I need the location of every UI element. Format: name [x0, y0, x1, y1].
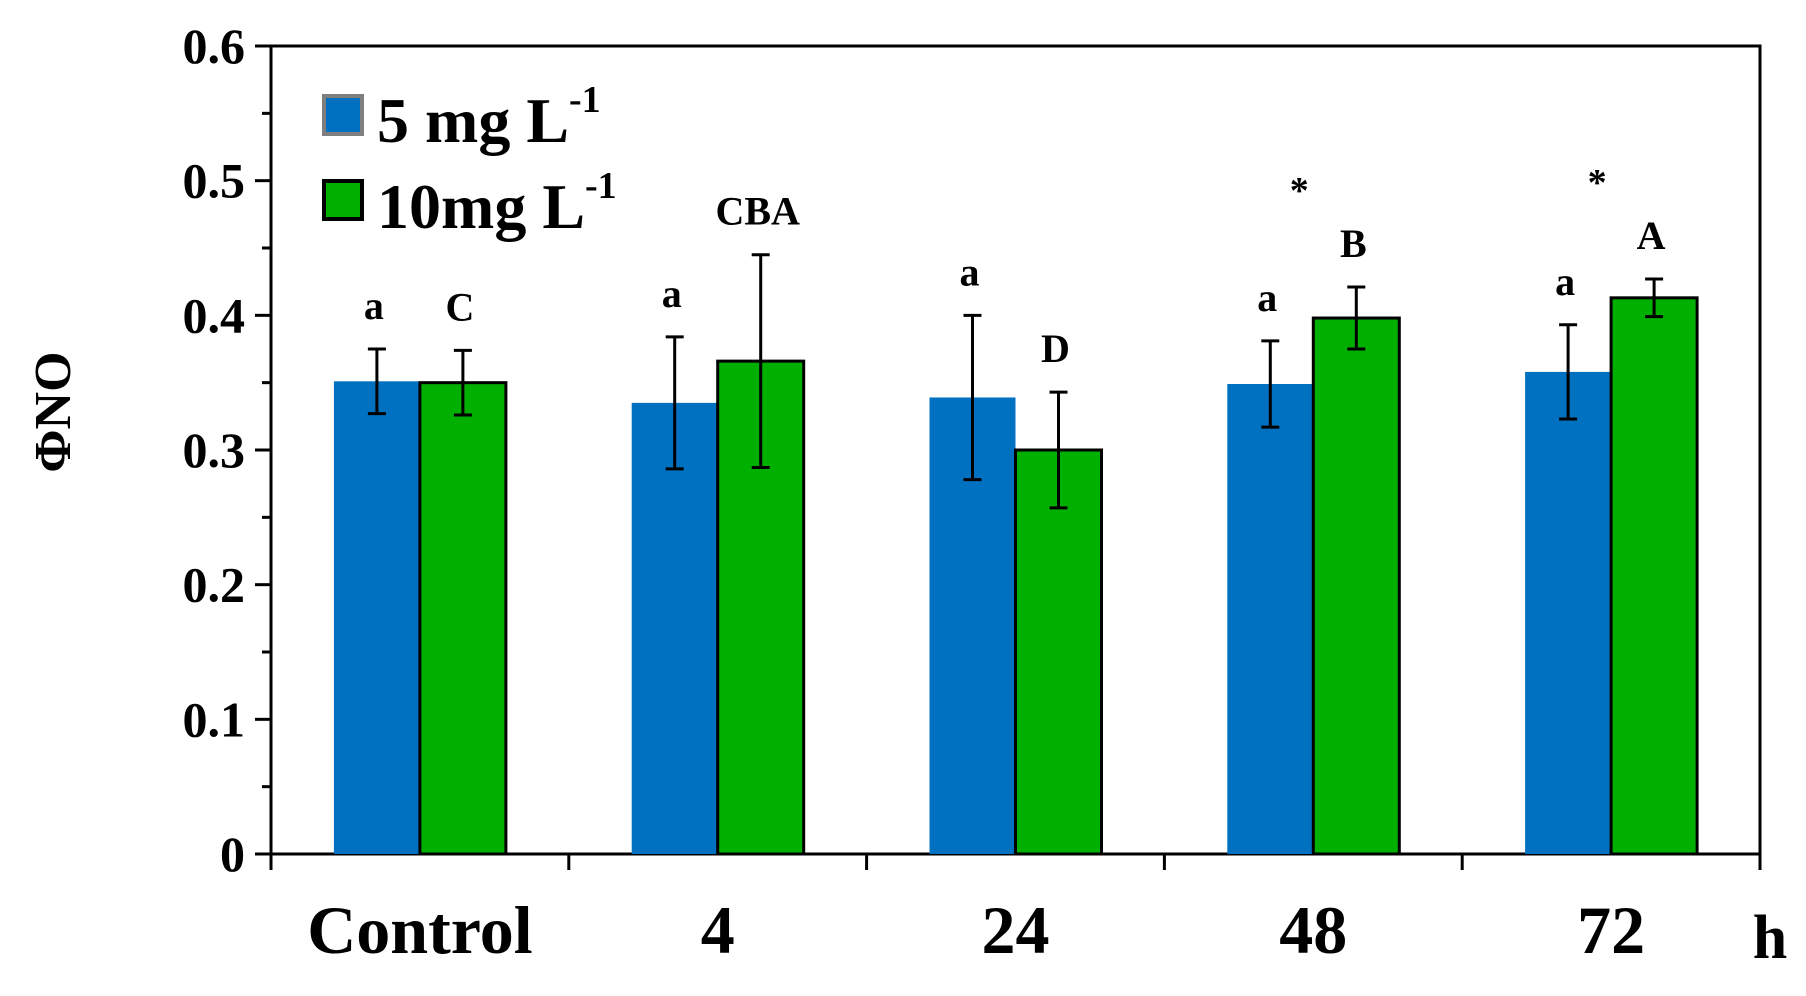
x-category-label: 4	[701, 892, 735, 968]
x-category-label: 24	[982, 892, 1050, 968]
y-tick-label: 0	[220, 826, 245, 882]
significance-letter: B	[1340, 221, 1367, 266]
legend-label-5mg: 5 mg L-1	[377, 79, 601, 156]
significance-letter: A	[1637, 213, 1666, 258]
legend: 5 mg L-1 10mg L-1	[322, 79, 617, 242]
legend-label-10mg: 10mg L-1	[377, 165, 617, 242]
y-tick-label: 0.2	[183, 557, 246, 613]
significance-letter: a	[1257, 275, 1277, 320]
labels-layer: 0 0.1 0.2 0.3 0.4 0.5 0.6 Control a C 4 a CBA 24 a D 48 a…	[183, 18, 1666, 968]
x-axis-unit-label: h	[1753, 904, 1787, 972]
y-tick-label: 0.3	[183, 422, 246, 478]
y-tick-label: 0.4	[183, 287, 246, 343]
y-axis-title: ΦNO	[25, 351, 82, 472]
y-tick-label: 0.6	[183, 18, 246, 74]
y-tick-label: 0.1	[183, 691, 246, 747]
significance-asterisk: *	[1588, 162, 1607, 204]
significance-letter: D	[1041, 326, 1070, 371]
bar-5mg	[1525, 371, 1612, 854]
bar-5mg	[1227, 384, 1314, 854]
legend-swatch-10mg	[322, 179, 364, 221]
significance-letter: C	[445, 284, 474, 329]
y-tick-label: 0.5	[183, 153, 246, 209]
significance-letter: a	[364, 283, 384, 328]
x-category-label: 72	[1577, 892, 1645, 968]
bar-10mg	[1014, 448, 1103, 856]
bar-5mg	[631, 402, 718, 854]
significance-letter: a	[960, 249, 980, 294]
bar-10mg	[1609, 296, 1699, 856]
significance-asterisk: *	[1290, 170, 1309, 212]
x-category-label: Control	[307, 892, 532, 968]
bar-5mg	[333, 381, 420, 854]
bar-10mg	[1311, 316, 1401, 856]
significance-letter: a	[1555, 259, 1575, 304]
significance-letter: a	[662, 271, 682, 316]
significance-letter: CBA	[715, 189, 800, 234]
x-category-label: 48	[1279, 892, 1347, 968]
legend-swatch-5mg	[322, 94, 364, 136]
bars-layer	[333, 253, 1699, 856]
bar-10mg	[418, 381, 508, 856]
